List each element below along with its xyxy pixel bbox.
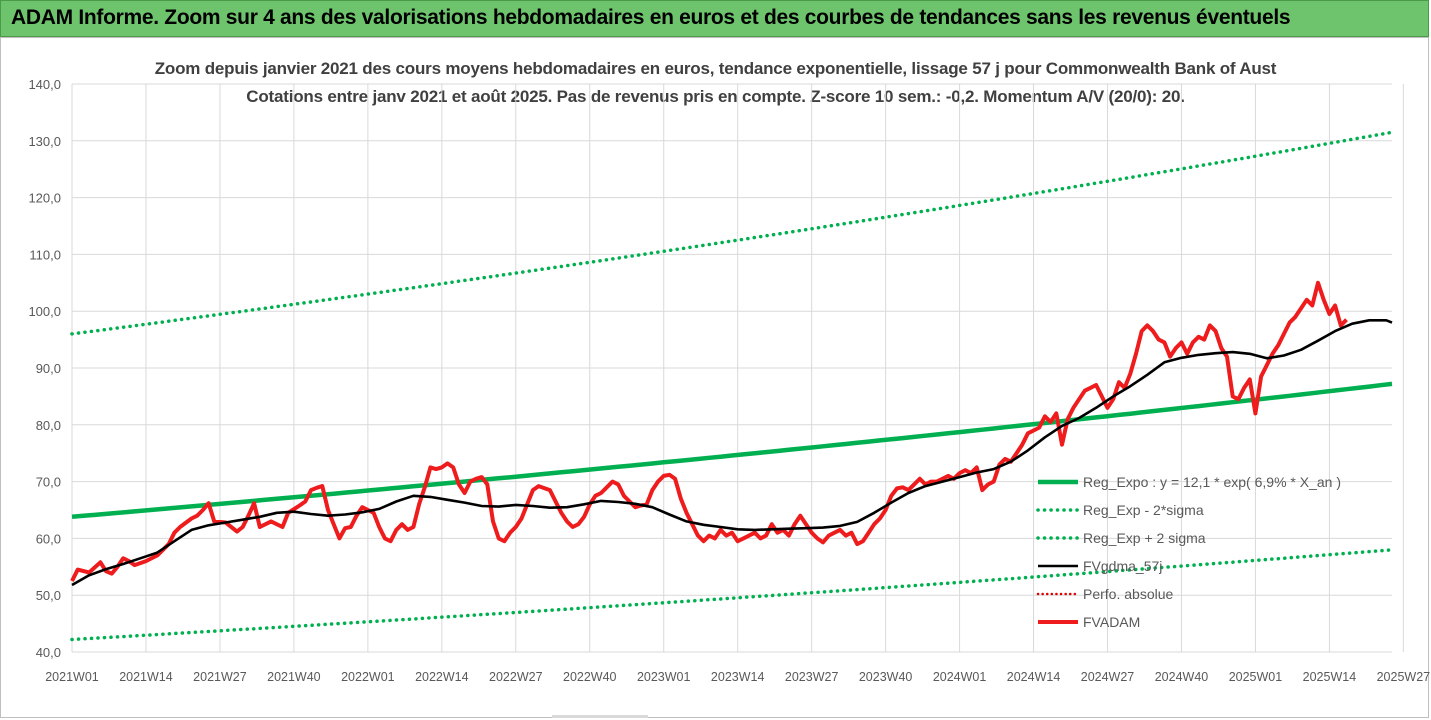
x-tick-label: 2024W40 — [1155, 670, 1209, 684]
x-tick-label: 2023W14 — [711, 670, 765, 684]
x-tick-label: 2021W27 — [193, 670, 247, 684]
legend-item-reg-expo-label: Reg_Expo : y = 12,1 * exp( 6,9% * X_an ) — [1083, 474, 1341, 490]
series-fvadam — [70, 280, 1348, 582]
x-tick-label: 2022W14 — [415, 670, 469, 684]
x-tick-label: 2022W01 — [341, 670, 395, 684]
x-tick-label: 2024W27 — [1081, 670, 1135, 684]
series-reg-exp-plus-2sigma — [70, 130, 1394, 336]
y-tick-label: 100,0 — [28, 304, 61, 319]
series-reg-exp-minus-2sigma — [70, 548, 1394, 642]
x-tick-label: 2021W01 — [45, 670, 99, 684]
bottom-decoration — [552, 715, 648, 718]
x-tick-label: 2024W14 — [1007, 670, 1061, 684]
x-tick-label: 2024W01 — [933, 670, 987, 684]
series-fvgdma-57j — [71, 319, 1393, 587]
legend: Reg_Expo : y = 12,1 * exp( 6,9% * X_an )… — [1036, 474, 1341, 630]
x-tick-label: 2022W40 — [563, 670, 617, 684]
x-tick-label: 2025W27 — [1377, 670, 1431, 684]
y-tick-label: 140,0 — [28, 77, 61, 92]
x-tick-label: 2021W14 — [119, 670, 173, 684]
grid-layer — [71, 83, 1404, 653]
y-tick-label: 50,0 — [36, 588, 61, 603]
y-tick-label: 110,0 — [29, 247, 61, 262]
chart-frame — [0, 37, 1429, 718]
chart-title: Zoom depuis janvier 2021 des cours moyen… — [154, 59, 1277, 78]
axis-layer: 40,0 50,0 60,0 70,0 80,0 90,0 100,0 110,0 120,0 1… — [28, 77, 1430, 684]
y-tick-label: 80,0 — [36, 418, 61, 433]
x-tick-label: 2022W27 — [489, 670, 543, 684]
report-title: ADAM Informe. Zoom sur 4 ans des valoris… — [11, 6, 1291, 29]
y-tick-label: 40,0 — [36, 645, 61, 660]
legend-item-reg-exp-minus-label: Reg_Exp - 2*sigma — [1083, 502, 1204, 518]
legend-item-reg-exp-plus-label: Reg_Exp + 2 sigma — [1083, 530, 1206, 546]
y-tick-label: 130,0 — [28, 134, 61, 149]
header-bar: ADAM Informe. Zoom sur 4 ans des valoris… — [0, 0, 1429, 37]
chart-subtitle: Cotations entre janv 2021 et août 2025. … — [246, 87, 1185, 106]
x-tick-label: 2023W40 — [859, 670, 913, 684]
y-tick-label: 70,0 — [36, 475, 61, 490]
series-reg-expo — [71, 381, 1393, 520]
series-layer — [70, 130, 1394, 642]
x-tick-label: 2025W14 — [1303, 670, 1357, 684]
y-tick-label: 90,0 — [36, 361, 61, 376]
x-tick-label: 2025W01 — [1229, 670, 1283, 684]
legend-item-fvgdma-label: FVgdma_57j — [1083, 558, 1162, 574]
y-tick-label: 60,0 — [36, 531, 61, 546]
legend-item-perfo-absolue-label: Perfo. absolue — [1083, 586, 1173, 602]
x-tick-label: 2023W27 — [785, 670, 839, 684]
x-tick-label: 2023W01 — [637, 670, 691, 684]
legend-item-fvadam-label: FVADAM — [1083, 614, 1140, 630]
y-tick-label: 120,0 — [28, 191, 61, 206]
x-tick-label: 2021W40 — [267, 670, 321, 684]
